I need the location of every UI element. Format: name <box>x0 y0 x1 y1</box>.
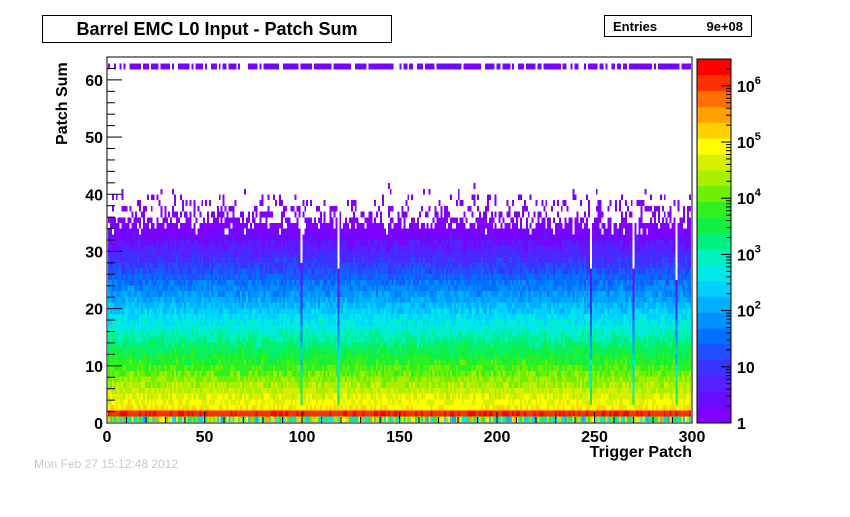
x-tick-label: 250 <box>581 429 608 446</box>
colorbar-swatch <box>697 201 731 218</box>
x-axis: 0 50 100 150 200 250 300 <box>103 412 706 446</box>
x-tick-label: 300 <box>679 429 706 446</box>
y-axis-label: Patch Sum <box>54 62 71 145</box>
x-tick-label: 150 <box>386 429 413 446</box>
timestamp-footer: Mon Feb 27 15:12:48 2012 <box>34 457 179 471</box>
colorbar-swatch <box>697 343 731 361</box>
colorbar-swatch <box>697 138 731 155</box>
plot-area <box>108 58 691 422</box>
y-tick-label: 50 <box>85 130 103 147</box>
colorbar-swatch <box>697 233 731 250</box>
stats-box: Entries 9e+08 <box>604 15 752 37</box>
colorbar-label: 105 <box>737 131 761 152</box>
colorbar-swatch <box>697 248 731 266</box>
colorbar-swatch <box>697 280 731 297</box>
x-tick-label: 0 <box>103 429 112 446</box>
y-tick-label: 30 <box>85 244 103 261</box>
colorbar-swatch <box>697 122 731 139</box>
stats-label: Entries <box>613 18 658 34</box>
colorbar-swatch <box>697 375 731 392</box>
y-tick-label: 0 <box>94 416 103 433</box>
colorbar-swatch <box>697 217 731 234</box>
y-tick-label: 60 <box>85 73 103 90</box>
y-tick-label: 40 <box>85 187 103 204</box>
colorbar-label: 104 <box>737 187 762 208</box>
colorbar-swatch <box>697 153 731 171</box>
chart-title: Barrel EMC L0 Input - Patch Sum <box>42 15 392 43</box>
colorbar-label: 102 <box>737 300 761 321</box>
x-axis-label: Trigger Patch <box>590 444 692 461</box>
colorbar-frame <box>696 58 732 424</box>
colorbar-swatch <box>697 74 731 92</box>
colorbar-swatch <box>697 328 731 345</box>
x-tick-label: 50 <box>196 429 214 446</box>
colorbar-swatch <box>697 359 731 377</box>
colorbar-label: 106 <box>737 75 761 96</box>
colorbar-label: 103 <box>737 243 761 264</box>
colorbar-swatch <box>697 391 731 408</box>
colorbar-swatch <box>697 407 731 424</box>
heatmap-cells <box>108 58 691 422</box>
x-tick-label: 200 <box>484 429 511 446</box>
colorbar-swatch <box>697 169 731 187</box>
colorbar: 1 10 102 103 104 105 106 <box>696 58 762 433</box>
colorbar-swatch <box>697 264 731 282</box>
colorbar-swatch <box>697 106 731 123</box>
colorbar-swatch <box>697 185 731 202</box>
stats-value: 9e+08 <box>706 18 743 34</box>
y-tick-label: 20 <box>85 302 103 319</box>
y-tick-label: 10 <box>85 359 103 376</box>
colorbar-swatch <box>697 90 731 107</box>
colorbar-swatch <box>697 312 731 329</box>
y-axis: 0 10 20 30 40 50 60 <box>85 56 122 433</box>
colorbar-swatch <box>697 59 731 76</box>
x-tick-label: 100 <box>289 429 316 446</box>
colorbar-label: 10 <box>737 360 755 377</box>
colorbar-swatch <box>697 296 731 313</box>
colorbar-label: 1 <box>737 416 746 433</box>
